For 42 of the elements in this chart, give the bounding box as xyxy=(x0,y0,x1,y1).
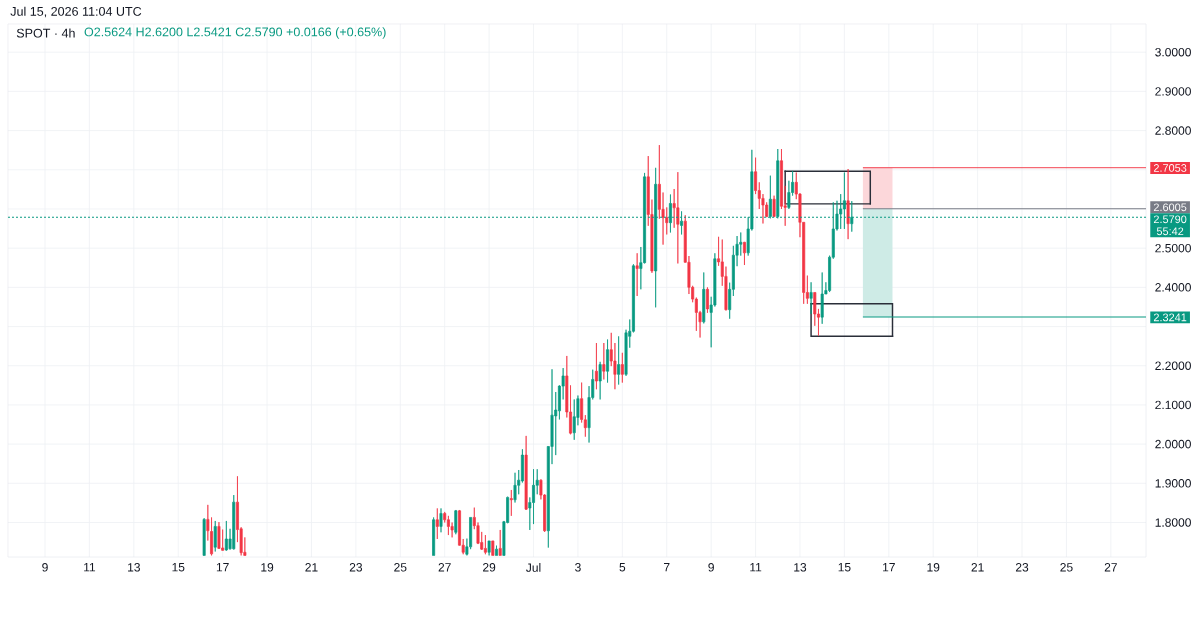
x-tick-label: 11 xyxy=(84,563,96,572)
x-tick-label: Jul xyxy=(526,563,541,572)
x-tick-label: 17 xyxy=(883,563,895,572)
x-tick-label: 17 xyxy=(216,563,229,572)
y-tick-label: 2.5000 xyxy=(1155,243,1191,253)
x-tick-label: 7 xyxy=(664,563,670,572)
chart-subtitle: O2.5624 H2.6200 L2.5421 C2.5790 +0.0166 (+0.65%) xyxy=(84,27,386,39)
y-tick-label: 2.9000 xyxy=(1155,87,1191,96)
x-tick-label: 23 xyxy=(349,563,363,572)
y-tick-label: 2.4000 xyxy=(1155,283,1191,292)
x-tick-label: 27 xyxy=(438,563,451,572)
ref-line-label: 2.7053 xyxy=(1153,164,1187,172)
x-tick-label: 5 xyxy=(619,563,626,572)
y-tick-label: 2.0000 xyxy=(1155,439,1191,449)
x-tick-label: 19 xyxy=(261,563,274,572)
y-tick-label: 2.2000 xyxy=(1155,361,1191,370)
y-tick-label: 3.0000 xyxy=(1155,47,1191,57)
x-tick-label: 21 xyxy=(971,563,984,572)
x-tick-label: 21 xyxy=(305,563,318,572)
x-tick-label: 13 xyxy=(794,563,807,572)
y-tick-label: 2.8000 xyxy=(1155,126,1191,135)
x-tick-label: 25 xyxy=(394,563,407,572)
x-tick-label: 9 xyxy=(42,563,48,572)
ref-line-label: 2.5790 55:42 xyxy=(1153,215,1187,236)
ref-line-label: 2.3241 xyxy=(1153,313,1187,322)
chart-title: SPOT · 4h xyxy=(16,28,75,38)
x-tick-label: 27 xyxy=(1104,563,1117,572)
x-tick-label: 15 xyxy=(838,563,851,572)
text: Jul 15, 2026 11:04 UTC xyxy=(10,6,142,18)
x-tick-label: 19 xyxy=(927,563,940,572)
x-tick-label: 25 xyxy=(1060,563,1073,572)
x-tick-label: 11 xyxy=(750,563,762,572)
x-tick-label: 29 xyxy=(483,563,496,572)
ref-line-label: 2.6005 xyxy=(1153,203,1187,212)
x-tick-label: 15 xyxy=(172,563,185,572)
x-tick-label: 9 xyxy=(708,563,714,572)
x-tick-label: 13 xyxy=(128,563,140,572)
y-tick-label: 1.9000 xyxy=(1155,479,1191,488)
x-tick-label: 23 xyxy=(1015,563,1029,572)
y-tick-label: 2.1000 xyxy=(1155,400,1191,410)
y-tick-label: 1.8000 xyxy=(1155,518,1191,527)
x-tick-label: 3 xyxy=(575,563,581,572)
